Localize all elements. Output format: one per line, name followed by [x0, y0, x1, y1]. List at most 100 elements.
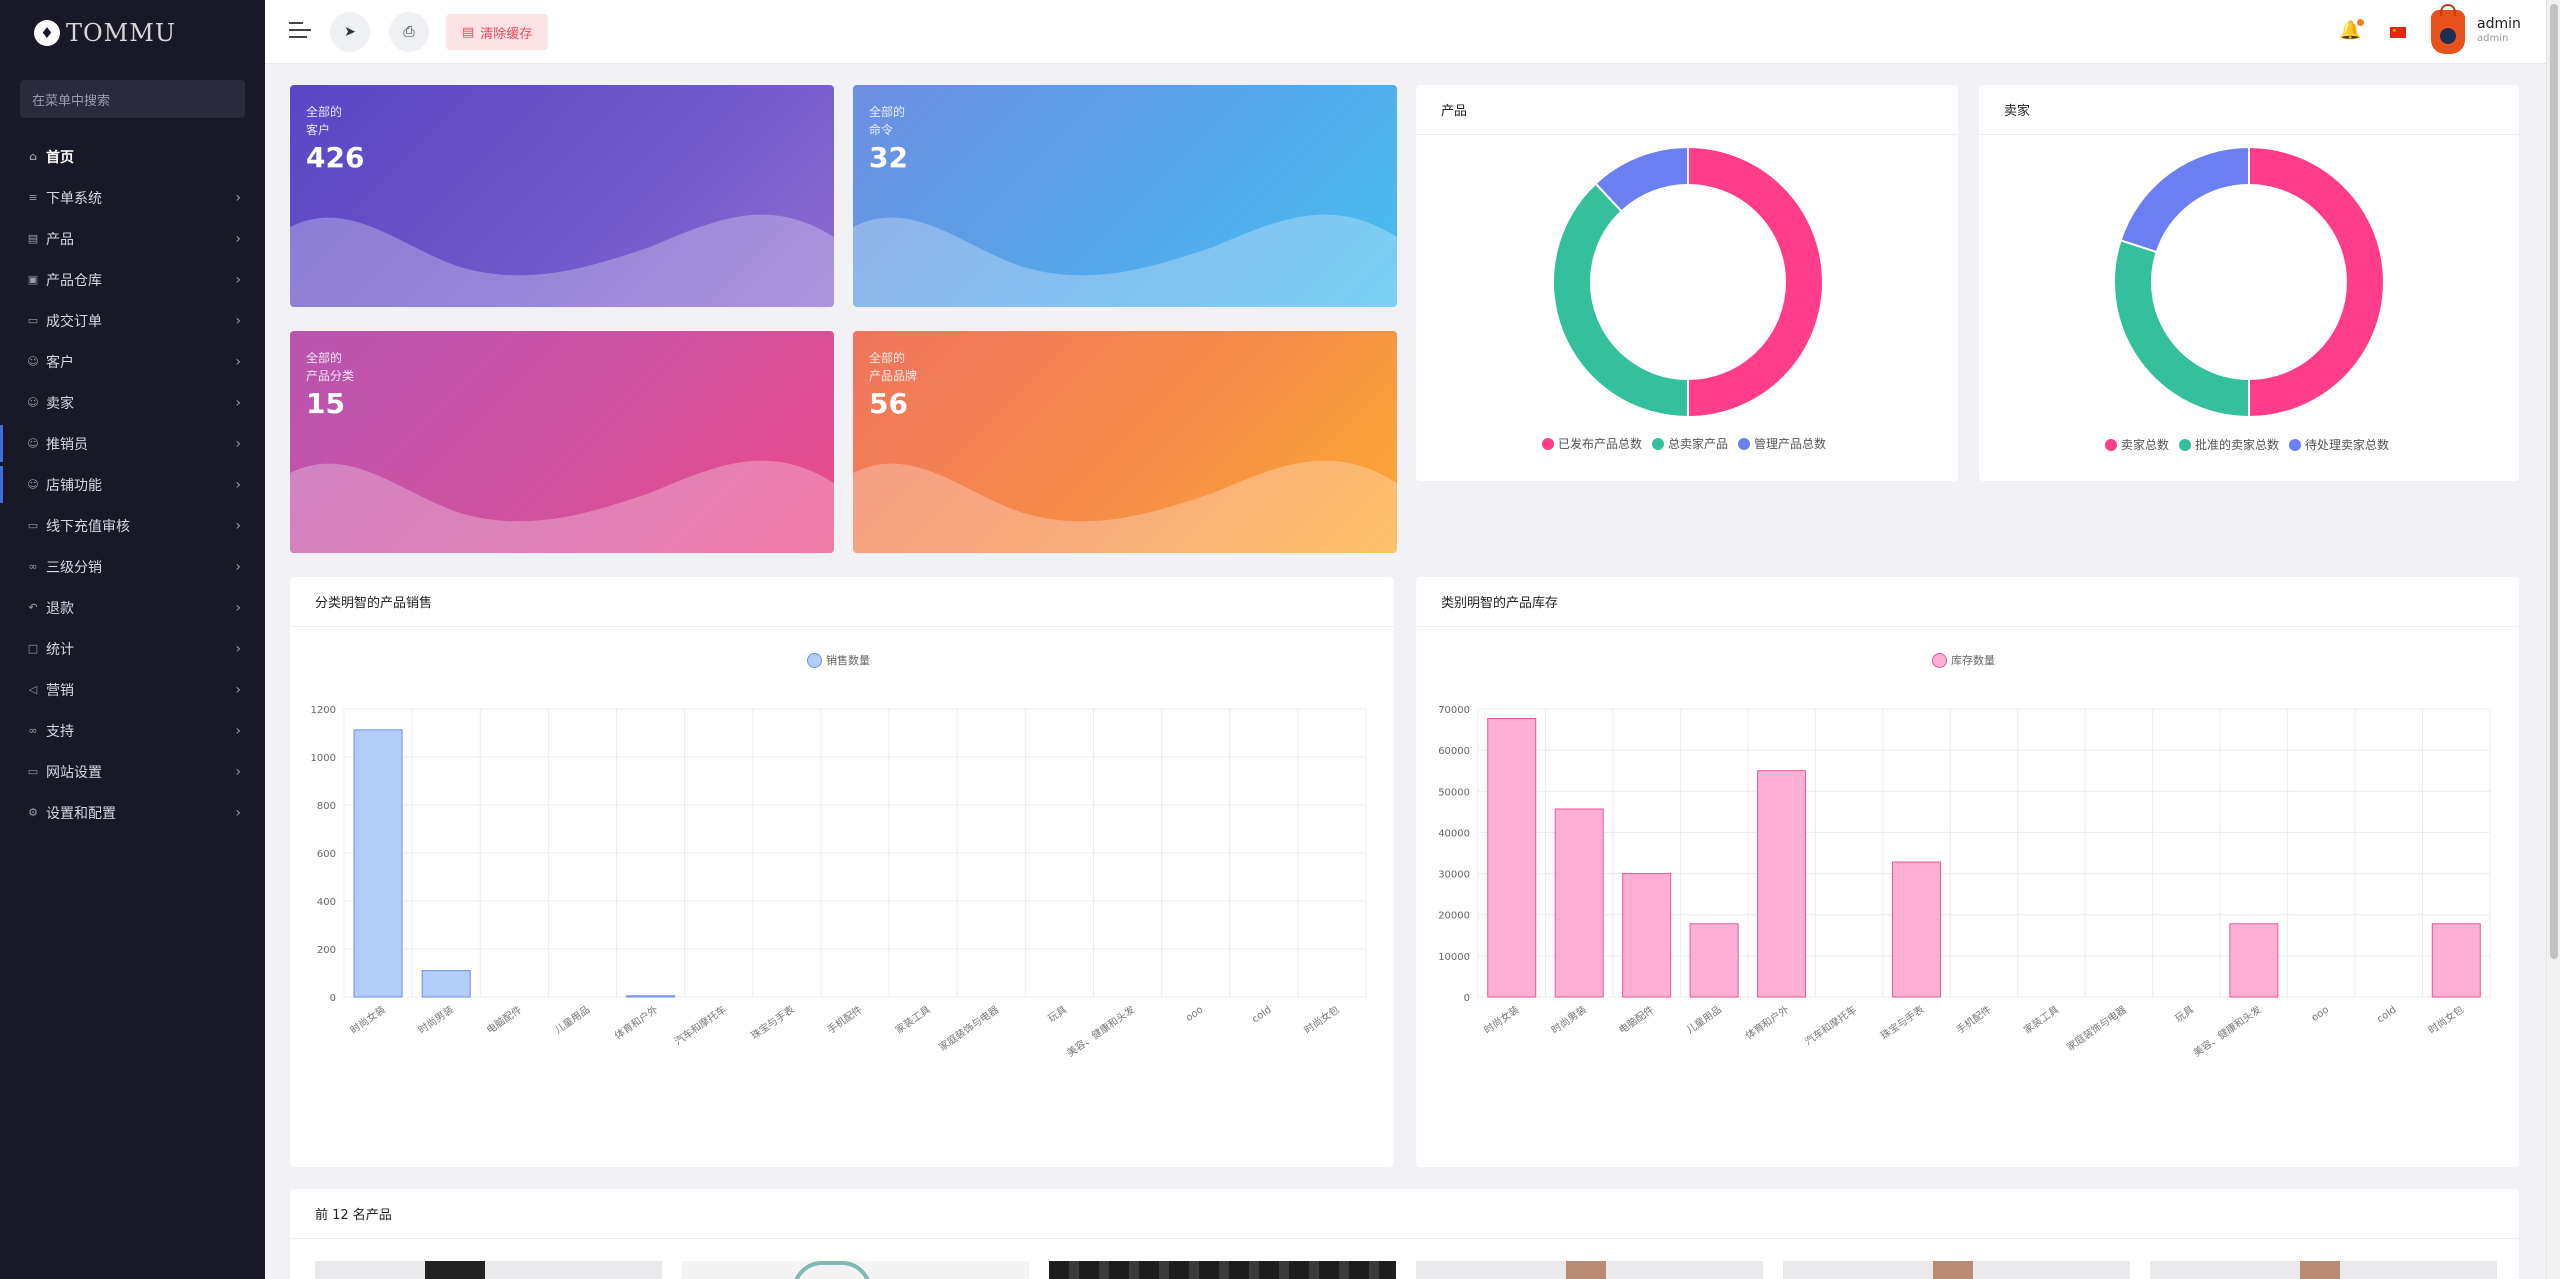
sidebar-item[interactable]: ☺ 店铺功能 ›: [0, 464, 265, 505]
settings-icon: ⚙: [28, 806, 38, 819]
y-tick-label: 60000: [1438, 746, 1470, 757]
legend-item[interactable]: 待处理卖家总数: [2289, 436, 2389, 453]
bar[interactable]: [353, 729, 403, 998]
notification-bell-icon[interactable]: 🔔: [2339, 19, 2365, 41]
product-card[interactable]: [2150, 1261, 2497, 1279]
chevron-right-icon: ›: [235, 640, 241, 657]
sidebar-item[interactable]: ☺ 推销员 ›: [0, 423, 265, 464]
avatar[interactable]: [2431, 4, 2465, 54]
stat-label-line1: 全部的: [869, 105, 906, 119]
bar[interactable]: [1689, 923, 1739, 998]
sidebar-item[interactable]: ▭ 网站设置 ›: [0, 751, 265, 792]
x-tick-label: 儿童用品: [1684, 1003, 1724, 1037]
legend-item[interactable]: 批准的卖家总数: [2179, 436, 2279, 453]
sidebar-item-label: 首页: [46, 149, 74, 166]
user-menu[interactable]: admin admin: [2477, 16, 2521, 44]
bar[interactable]: [1487, 717, 1537, 998]
brand-logo[interactable]: ♦ TOMMU: [0, 0, 265, 66]
stat-label-line2: 产品分类: [306, 369, 355, 383]
x-tick-label: 家装工具: [2021, 1003, 2061, 1037]
product-card[interactable]: [682, 1261, 1029, 1279]
language-flag-icon[interactable]: ★: [2390, 27, 2406, 38]
stat-wave: [290, 214, 834, 307]
donut-slice[interactable]: [2119, 145, 2250, 254]
sidebar-item[interactable]: ☺ 客户 ›: [0, 341, 265, 382]
link-icon: ∞: [28, 724, 38, 737]
sales-legend[interactable]: 销售数量: [807, 652, 870, 668]
chevron-right-icon: ›: [235, 804, 241, 821]
stat-wave: [853, 460, 1397, 553]
menu-toggle-icon[interactable]: [289, 22, 311, 43]
sidebar-menu: ⌂ 首页 ≡ 下单系统 › ▤ 产品 › ▣ 产品仓库 › ▭ 成交订单 › ☺ 客户 › ☺ 卖家 › ☺ 推销员 › ☺ 店…: [0, 136, 265, 833]
y-tick-label: 1000: [311, 753, 336, 764]
legend-item[interactable]: 卖家总数: [2105, 436, 2169, 453]
legend-item[interactable]: 已发布产品总数: [1542, 435, 1642, 452]
cart-icon: ▤: [27, 232, 39, 245]
top-products-panel: 前 12 名产品: [290, 1189, 2519, 1279]
stat-label-line2: 产品品牌: [869, 369, 918, 383]
sidebar-item[interactable]: □ 统计 ›: [0, 628, 265, 669]
sidebar-item-label: 产品仓库: [46, 272, 102, 289]
sidebar-item[interactable]: ∞ 三级分销 ›: [0, 546, 265, 587]
sidebar-item[interactable]: ☺ 卖家 ›: [0, 382, 265, 423]
bar[interactable]: [1622, 873, 1672, 998]
x-tick-label: 手机配件: [1953, 1003, 1993, 1037]
scrollbar-thumb[interactable]: [2550, 4, 2558, 959]
sidebar-item-label: 网站设置: [46, 764, 102, 781]
donut-slice[interactable]: [1552, 182, 1689, 419]
page-scrollbar[interactable]: [2546, 0, 2560, 1279]
donut-slice[interactable]: [1687, 145, 1824, 419]
stat-value: 15: [306, 387, 345, 420]
x-tick-label: 家庭装饰与电器: [936, 1003, 1001, 1054]
stat-card-orders: 全部的 命令 32: [853, 85, 1397, 307]
sidebar-item[interactable]: ⚙ 设置和配置 ›: [0, 792, 265, 833]
sidebar-item[interactable]: ▭ 成交订单 ›: [0, 300, 265, 341]
donut-slice[interactable]: [2248, 145, 2385, 419]
bar[interactable]: [421, 970, 471, 998]
sidebar-item[interactable]: ≡ 下单系统 ›: [0, 177, 265, 218]
x-tick-label: 体育和户外: [1743, 1003, 1791, 1042]
sidebar-item[interactable]: ▭ 线下充值审核 ›: [0, 505, 265, 546]
sidebar-item[interactable]: ∞ 支持 ›: [0, 710, 265, 751]
sidebar-item[interactable]: ▤ 产品 ›: [0, 218, 265, 259]
sidebar-item[interactable]: ↶ 退款 ›: [0, 587, 265, 628]
chevron-right-icon: ›: [235, 722, 241, 739]
chevron-right-icon: ›: [235, 599, 241, 616]
product-card[interactable]: [1783, 1261, 2130, 1279]
y-tick-label: 400: [317, 897, 336, 908]
legend-item[interactable]: 管理产品总数: [1738, 435, 1826, 452]
donut-slice[interactable]: [1594, 145, 1689, 213]
list-icon: ≡: [28, 191, 38, 204]
product-card[interactable]: [1049, 1261, 1396, 1279]
sidebar-item[interactable]: ◁ 营销 ›: [0, 669, 265, 710]
stock-legend[interactable]: 库存数量: [1932, 652, 1995, 668]
chevron-right-icon: ›: [235, 476, 241, 493]
bar[interactable]: [2229, 923, 2279, 998]
sidebar-item[interactable]: ▣ 产品仓库 ›: [0, 259, 265, 300]
legend-label: 销售数量: [826, 654, 870, 667]
globe-button[interactable]: ➤: [330, 12, 370, 52]
stat-wave: [853, 214, 1397, 307]
sidebar: ♦ TOMMU 在菜单中搜索 ⌂ 首页 ≡ 下单系统 › ▤ 产品 › ▣ 产品仓库 › ▭ 成交订单 ›…: [0, 0, 265, 1279]
bar[interactable]: [1892, 861, 1942, 998]
stat-value: 56: [869, 387, 908, 420]
globe-icon: ➤: [344, 24, 356, 40]
chevron-right-icon: ›: [235, 394, 241, 411]
y-tick-label: 600: [317, 849, 336, 860]
seller-panel-title: 卖家: [1979, 85, 2519, 135]
bar[interactable]: [1757, 770, 1807, 998]
product-card[interactable]: [315, 1261, 662, 1279]
menu-search-input[interactable]: 在菜单中搜索: [20, 80, 245, 118]
sidebar-item[interactable]: ⌂ 首页: [0, 136, 265, 177]
legend-item[interactable]: 总卖家产品: [1652, 435, 1728, 452]
print-button[interactable]: ⎙: [389, 12, 429, 52]
stat-label-line1: 全部的: [306, 351, 343, 365]
bar[interactable]: [1554, 808, 1604, 998]
bar[interactable]: [2431, 923, 2481, 998]
top-products-title: 前 12 名产品: [290, 1189, 2519, 1239]
donut-slice[interactable]: [2113, 239, 2250, 419]
bar[interactable]: [626, 995, 676, 998]
product-card[interactable]: [1416, 1261, 1763, 1279]
clear-cache-button[interactable]: ▤ 清除缓存: [446, 14, 549, 50]
y-tick-label: 50000: [1438, 787, 1470, 798]
